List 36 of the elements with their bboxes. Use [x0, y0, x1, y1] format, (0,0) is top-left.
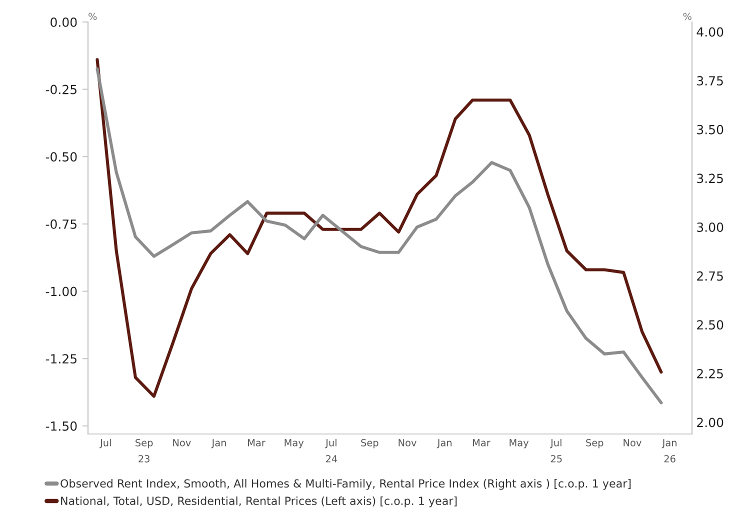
- x-tick-label: Jul: [100, 438, 111, 448]
- x-tick-label: Jan 26: [662, 439, 676, 462]
- y2-tick-label: 2.25: [697, 368, 723, 378]
- x-tick-label: Mar: [248, 439, 266, 446]
- x-tick-label: Sep 23: [136, 439, 153, 462]
- y2-tick-label: 3.25: [697, 174, 723, 184]
- y-tick-label: -1.00: [46, 286, 77, 296]
- y2-tick-label: 3.50: [697, 124, 724, 134]
- y2-tick-label: 2.50: [697, 320, 724, 330]
- y2-tick-label: 4.00: [696, 27, 724, 37]
- x-tick-label: Jul 25: [550, 438, 562, 462]
- x-tick-label: Jul 24: [325, 438, 338, 462]
- legend-label: Observed Rent Index, Smooth, All Homes & Multi-Family, Rental Price Index (Right axis ) [c.o.p. 1 year]: [60, 479, 631, 490]
- x-tick-label: May: [284, 439, 304, 448]
- y-tick-label: -0.25: [46, 84, 76, 94]
- y-tick-label: -1.50: [46, 421, 77, 431]
- x-tick-label: Nov: [398, 439, 416, 446]
- y2-tick-label: 2.00: [697, 418, 724, 428]
- y2-axis-title: %: [683, 12, 692, 20]
- x-tick-label: Jan: [211, 439, 226, 448]
- y2-tick-label: 3.00: [697, 222, 724, 232]
- y-tick-label: -0.50: [46, 152, 77, 162]
- x-tick-label: Sep: [361, 439, 378, 448]
- y-axis-title: %: [88, 12, 97, 20]
- y-tick-label: -1.25: [46, 354, 76, 364]
- y-tick-label: -0.75: [46, 219, 76, 229]
- x-tick-label: Mar: [473, 439, 490, 446]
- legend-label: National, Total, USD, Residential, Rental Prices (Left axis) [c.o.p. 1 year]: [61, 496, 457, 508]
- x-tick-label: Nov: [173, 439, 191, 446]
- x-tick-label: Jan: [436, 439, 452, 448]
- x-tick-label: Nov: [624, 439, 642, 446]
- y2-tick-label: 3.75: [697, 76, 723, 86]
- x-tick-label: May: [510, 439, 529, 448]
- y-tick-label: 0.00: [50, 17, 77, 27]
- y2-tick-label: 2.75: [697, 271, 723, 281]
- x-tick-label: Sep: [586, 439, 604, 448]
